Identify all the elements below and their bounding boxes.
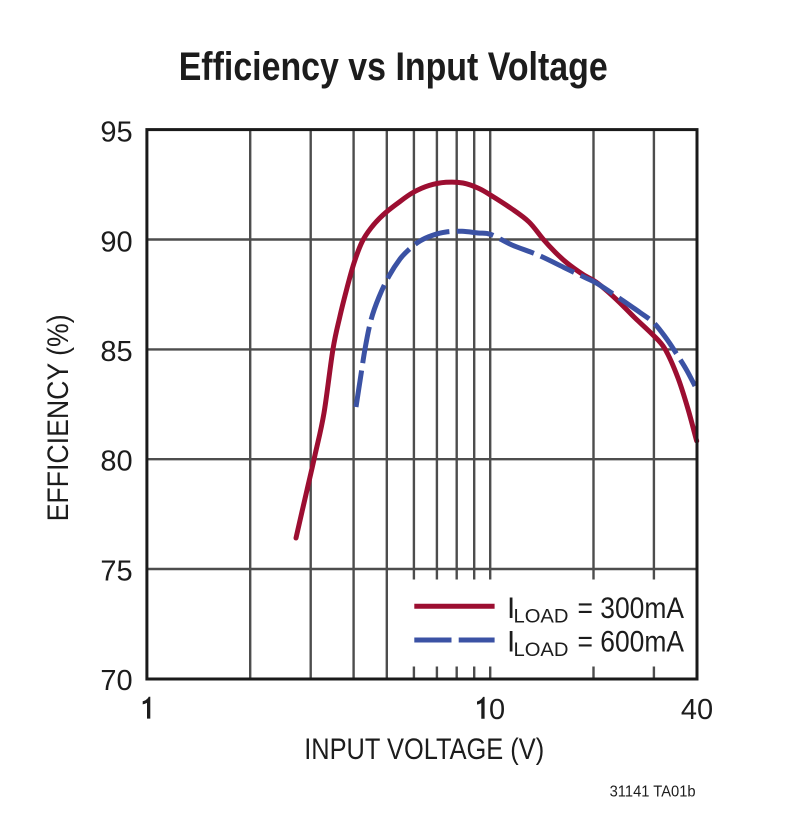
svg-text:85: 85 xyxy=(100,336,132,368)
svg-text:LOAD: LOAD xyxy=(514,640,569,661)
svg-text:I: I xyxy=(507,592,515,625)
svg-text:90: 90 xyxy=(100,226,132,258)
svg-text:0: 0 xyxy=(489,694,505,726)
svg-text:40: 40 xyxy=(681,694,713,726)
svg-text:95: 95 xyxy=(100,117,132,149)
svg-text:Efficiency vs Input Voltage: Efficiency vs Input Voltage xyxy=(179,44,608,89)
svg-text:70: 70 xyxy=(100,665,132,697)
svg-text:31141 TA01b: 31141 TA01b xyxy=(610,783,696,800)
svg-text:75: 75 xyxy=(100,555,132,587)
svg-text:80: 80 xyxy=(100,446,132,478)
svg-text:= 300mA: = 300mA xyxy=(578,592,685,625)
svg-text:= 600mA: = 600mA xyxy=(578,626,685,659)
svg-text:I: I xyxy=(507,626,515,659)
svg-text:EFFICIENCY (%): EFFICIENCY (%) xyxy=(42,314,75,521)
svg-text:LOAD: LOAD xyxy=(514,607,569,628)
svg-text:INPUT VOLTAGE (V): INPUT VOLTAGE (V) xyxy=(304,733,544,766)
